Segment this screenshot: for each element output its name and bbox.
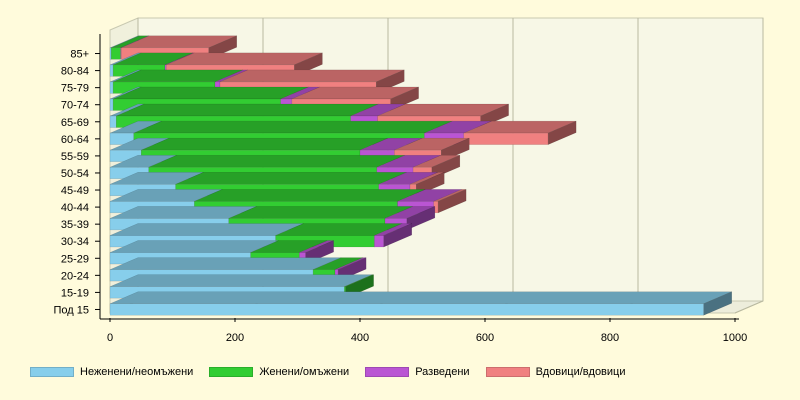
bar-4-series-1-top xyxy=(116,103,379,117)
chart-axes xyxy=(95,34,739,322)
y-tick-label-1: 80-84 xyxy=(61,66,89,78)
legend-label-divorced: Разведени xyxy=(415,366,470,378)
bar-6-series-1-top xyxy=(141,137,389,151)
floor-gridline-5 xyxy=(734,300,764,314)
y-tick-label-4: 65-69 xyxy=(61,117,89,129)
legend-swatch-divorced xyxy=(365,367,410,377)
bar-12-series-0-top xyxy=(109,240,279,253)
bar-10-series-1-top xyxy=(228,206,414,219)
y-tick-label-5: 60-64 xyxy=(61,134,89,146)
bar-1-series-0 xyxy=(109,64,114,77)
bar-9-series-1-top xyxy=(194,189,426,202)
chart-labels: 0 200 400 600 800 1000 85+ 80-84 75-79 70-74 65-69… xyxy=(54,49,748,344)
x-tick-label-1: 200 xyxy=(226,332,244,344)
bar-4-series-0 xyxy=(109,115,117,128)
bar-2-series-0 xyxy=(109,81,114,94)
y-tick-label-9: 40-44 xyxy=(61,202,89,214)
legend-label-widowed: Вдовици/вдовици xyxy=(535,366,626,378)
bar-13-series-0-top xyxy=(109,257,342,270)
bar-0-series-1 xyxy=(111,47,121,60)
y-tick-label-0: 85+ xyxy=(70,49,89,61)
legend-item-never-married: Неженени/неомъжени xyxy=(30,366,193,378)
chart-bars xyxy=(109,35,732,316)
bar-11-end-face xyxy=(383,223,412,248)
legend-item-widowed: Вдовици/вдовици xyxy=(485,366,626,378)
bar-5-series-1-top xyxy=(133,120,453,134)
bar-3-series-1-top xyxy=(113,86,309,100)
x-tick-label-4: 800 xyxy=(601,332,619,344)
legend-swatch-widowed xyxy=(485,367,530,377)
bar-2-series-3-top xyxy=(219,69,405,83)
y-tick-label-8: 45-49 xyxy=(61,185,89,197)
y-tick-label-12: 25-29 xyxy=(61,253,89,265)
legend-swatch-married xyxy=(209,367,254,377)
legend-item-married: Женени/омъжени xyxy=(209,366,349,378)
bar-5-series-3 xyxy=(463,132,549,145)
bar-15-series-0-top xyxy=(109,291,732,304)
y-tick-label-15: Под 15 xyxy=(54,304,90,316)
bar-5-end-face xyxy=(547,120,577,145)
y-tick-label-10: 35-39 xyxy=(61,219,89,231)
x-tick-label-5: 1000 xyxy=(723,332,747,344)
y-tick-label-14: 15-19 xyxy=(61,287,89,299)
x-tick-label-3: 600 xyxy=(476,332,494,344)
legend-label-married: Женени/омъжени xyxy=(259,366,350,378)
y-tick-label-2: 75-79 xyxy=(61,83,89,95)
bar-15-series-0 xyxy=(109,303,704,316)
legend-item-divorced: Разведени xyxy=(365,366,470,378)
bar-3-series-0 xyxy=(109,98,114,111)
bar-7-series-1-top xyxy=(148,154,405,168)
bar-15-end-face xyxy=(703,291,732,316)
y-tick-label-7: 50-54 xyxy=(61,168,89,180)
x-tick-label-0: 0 xyxy=(107,332,113,344)
y-tick-label-11: 30-34 xyxy=(61,236,89,248)
legend: Неженени/неомъжени Женени/омъжени Развед… xyxy=(30,366,642,378)
y-tick-label-6: 55-59 xyxy=(61,151,89,163)
y-tick-label-13: 20-24 xyxy=(61,270,89,282)
bar-8-series-1-top xyxy=(175,172,407,185)
bar-11-series-2 xyxy=(374,235,384,248)
bar-9-end-face xyxy=(437,188,467,214)
legend-label-never-married: Неженени/неомъжени xyxy=(80,366,194,378)
y-tick-label-3: 70-74 xyxy=(61,100,89,112)
legend-swatch-never-married xyxy=(30,367,74,377)
bar-14-series-0-top xyxy=(109,274,373,287)
x-tick-label-2: 400 xyxy=(351,332,369,344)
bar-11-series-0-top xyxy=(109,223,304,236)
